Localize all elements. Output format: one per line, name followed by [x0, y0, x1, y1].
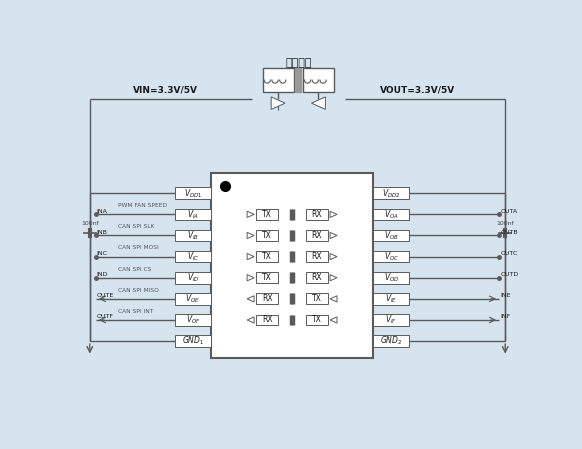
- Text: CAN SPI MISO: CAN SPI MISO: [118, 288, 158, 293]
- Text: 100nf: 100nf: [81, 221, 99, 226]
- Text: INF: INF: [501, 314, 511, 319]
- Polygon shape: [330, 275, 337, 281]
- Bar: [257, 251, 278, 262]
- Bar: [374, 272, 409, 283]
- Text: OUTE: OUTE: [97, 293, 114, 298]
- Bar: [374, 293, 409, 304]
- Text: OUTC: OUTC: [501, 251, 518, 256]
- Bar: [257, 273, 278, 283]
- Text: PWM FAN SPEED: PWM FAN SPEED: [118, 203, 166, 208]
- Text: $V_{OE}$: $V_{OE}$: [186, 293, 200, 305]
- Text: VOUT=3.3V/5V: VOUT=3.3V/5V: [380, 86, 455, 95]
- Text: $V_{ID}$: $V_{ID}$: [187, 272, 199, 284]
- Text: CAN SPI CS: CAN SPI CS: [118, 267, 151, 272]
- Polygon shape: [247, 296, 254, 302]
- Polygon shape: [330, 211, 337, 217]
- Bar: [306, 230, 328, 241]
- Text: INC: INC: [97, 251, 108, 256]
- Bar: [306, 294, 328, 304]
- Bar: [175, 188, 211, 199]
- Text: CAN SPI MOSI: CAN SPI MOSI: [118, 246, 158, 251]
- Text: $V_{IA}$: $V_{IA}$: [187, 208, 199, 220]
- Text: $V_{IE}$: $V_{IE}$: [385, 293, 398, 305]
- Text: RX: RX: [311, 231, 322, 240]
- Text: RX: RX: [311, 210, 322, 219]
- Text: IND: IND: [97, 272, 108, 277]
- Text: OUTB: OUTB: [501, 230, 518, 235]
- Text: $V_{IF}$: $V_{IF}$: [385, 314, 398, 326]
- Text: TX: TX: [262, 231, 272, 240]
- Polygon shape: [330, 317, 337, 323]
- Text: TX: TX: [262, 210, 272, 219]
- Polygon shape: [330, 296, 337, 302]
- Text: $V_{OC}$: $V_{OC}$: [384, 251, 399, 263]
- Text: INA: INA: [97, 209, 108, 214]
- Bar: [175, 272, 211, 283]
- Text: TX: TX: [312, 295, 322, 304]
- Bar: [306, 251, 328, 262]
- Polygon shape: [247, 275, 254, 281]
- Bar: [374, 188, 409, 199]
- Text: $V_{IC}$: $V_{IC}$: [187, 251, 199, 263]
- Polygon shape: [247, 317, 254, 323]
- Text: $GND_1$: $GND_1$: [182, 335, 204, 348]
- Bar: [175, 293, 211, 304]
- Bar: [257, 209, 278, 220]
- Text: $V_{OA}$: $V_{OA}$: [384, 208, 399, 220]
- Text: TX: TX: [262, 273, 272, 282]
- Text: $V_{OD}$: $V_{OD}$: [384, 272, 399, 284]
- Bar: [175, 230, 211, 241]
- Text: INB: INB: [97, 230, 108, 235]
- Polygon shape: [247, 211, 254, 217]
- Text: RX: RX: [311, 252, 322, 261]
- Polygon shape: [330, 233, 337, 238]
- Bar: [374, 251, 409, 262]
- Text: $V_{OF}$: $V_{OF}$: [186, 314, 200, 326]
- Bar: [374, 335, 409, 347]
- Bar: [175, 335, 211, 347]
- Polygon shape: [247, 254, 254, 260]
- Text: 隔离电源: 隔离电源: [285, 58, 311, 68]
- Text: $V_{IB}$: $V_{IB}$: [187, 229, 199, 242]
- Text: OUTA: OUTA: [501, 209, 517, 214]
- Text: $GND_2$: $GND_2$: [380, 335, 403, 348]
- Bar: [175, 314, 211, 326]
- Text: CAN SPI INT: CAN SPI INT: [118, 309, 153, 314]
- Bar: [306, 315, 328, 326]
- Text: OUTF: OUTF: [97, 314, 113, 319]
- Text: TX: TX: [262, 252, 272, 261]
- Bar: [262, 68, 294, 92]
- Text: RX: RX: [311, 273, 322, 282]
- Text: $V_{OB}$: $V_{OB}$: [384, 229, 399, 242]
- Bar: [175, 251, 211, 262]
- Text: 100nf: 100nf: [496, 221, 514, 226]
- Bar: [257, 315, 278, 326]
- Text: RX: RX: [262, 316, 272, 325]
- Text: TX: TX: [312, 316, 322, 325]
- Text: RX: RX: [262, 295, 272, 304]
- Bar: [374, 230, 409, 241]
- Polygon shape: [247, 233, 254, 238]
- Text: $V_{DD1}$: $V_{DD1}$: [184, 187, 202, 199]
- Bar: [257, 294, 278, 304]
- Text: INE: INE: [501, 293, 511, 298]
- Bar: [303, 68, 334, 92]
- Text: CAN SPI SLK: CAN SPI SLK: [118, 224, 154, 229]
- Bar: [374, 314, 409, 326]
- Bar: [374, 209, 409, 220]
- Bar: [175, 209, 211, 220]
- Bar: [211, 173, 374, 358]
- Polygon shape: [330, 254, 337, 260]
- Polygon shape: [311, 97, 325, 110]
- Polygon shape: [271, 97, 285, 110]
- Text: OUTD: OUTD: [501, 272, 519, 277]
- Text: $V_{DD2}$: $V_{DD2}$: [382, 187, 400, 199]
- Text: VIN=3.3V/5V: VIN=3.3V/5V: [133, 86, 198, 95]
- Bar: [257, 230, 278, 241]
- Bar: [306, 209, 328, 220]
- Bar: [306, 273, 328, 283]
